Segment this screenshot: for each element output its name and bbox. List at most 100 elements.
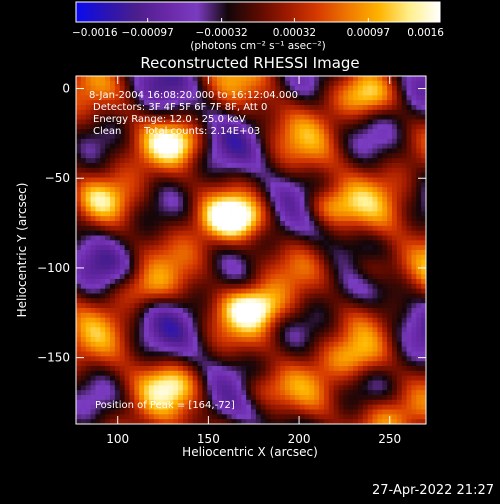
heatmap-cell (304, 187, 309, 192)
heatmap-cell (100, 376, 105, 381)
heatmap-cell (363, 226, 368, 231)
heatmap-cell (309, 192, 314, 197)
heatmap-cell (164, 390, 169, 395)
heatmap-cell (266, 274, 271, 279)
heatmap-cell (270, 361, 275, 366)
heatmap-cell (270, 385, 275, 390)
heatmap-cell (198, 187, 203, 192)
heatmap-cell (363, 294, 368, 299)
heatmap-cell (407, 255, 412, 260)
heatmap-cell (91, 207, 96, 212)
heatmap-cell (392, 366, 397, 371)
heatmap-cell (134, 313, 139, 318)
heatmap-cell (198, 226, 203, 231)
heatmap-cell (407, 356, 412, 361)
heatmap-cell (222, 390, 227, 395)
heatmap-cell (416, 182, 421, 187)
heatmap-cell (154, 294, 159, 299)
heatmap-cell (348, 153, 353, 158)
heatmap-cell (382, 240, 387, 245)
heatmap-cell (329, 279, 334, 284)
heatmap-cell (295, 323, 300, 328)
heatmap-cell (402, 294, 407, 299)
heatmap-cell (290, 352, 295, 357)
heatmap-cell (397, 173, 402, 178)
heatmap-cell (164, 337, 169, 342)
heatmap-cell (154, 381, 159, 386)
heatmap-cell (334, 153, 339, 158)
heatmap-cell (314, 284, 319, 289)
heatmap-cell (339, 376, 344, 381)
heatmap-cell (246, 226, 251, 231)
heatmap-cell (392, 289, 397, 294)
heatmap-cell (207, 308, 212, 313)
heatmap-cell (76, 385, 81, 390)
heatmap-cell (373, 182, 378, 187)
heatmap-cell (105, 221, 110, 226)
heatmap-cell (178, 207, 183, 212)
heatmap-cell (339, 390, 344, 395)
heatmap-cell (207, 187, 212, 192)
heatmap-cell (358, 274, 363, 279)
heatmap-cell (139, 250, 144, 255)
heatmap-cell (193, 323, 198, 328)
heatmap-cell (246, 182, 251, 187)
heatmap-cell (261, 265, 266, 270)
heatmap-cell (164, 158, 169, 163)
heatmap-cell (290, 318, 295, 323)
heatmap-cell (270, 226, 275, 231)
heatmap-cell (319, 95, 324, 100)
heatmap-cell (251, 173, 256, 178)
heatmap-cell (86, 149, 91, 154)
heatmap-cell (178, 240, 183, 245)
heatmap-cell (217, 197, 222, 202)
heatmap-cell (377, 110, 382, 115)
heatmap-cell (246, 376, 251, 381)
heatmap-cell (382, 76, 387, 81)
heatmap-cell (402, 255, 407, 260)
heatmap-cell (198, 366, 203, 371)
heatmap-cell (295, 250, 300, 255)
heatmap-cell (217, 240, 222, 245)
heatmap-cell (324, 95, 329, 100)
heatmap-cell (261, 120, 266, 125)
heatmap-cell (115, 376, 120, 381)
heatmap-cell (382, 134, 387, 139)
heatmap-cell (392, 139, 397, 144)
heatmap-cell (159, 260, 164, 265)
heatmap-cell (110, 327, 115, 332)
heatmap-cell (261, 323, 266, 328)
heatmap-cell (363, 76, 368, 81)
heatmap-cell (358, 308, 363, 313)
heatmap-cell (261, 124, 266, 129)
heatmap-cell (129, 366, 134, 371)
heatmap-cell (173, 216, 178, 221)
heatmap-cell (300, 207, 305, 212)
heatmap-cell (188, 356, 193, 361)
heatmap-cell (212, 323, 217, 328)
heatmap-cell (275, 197, 280, 202)
heatmap-cell (246, 361, 251, 366)
heatmap-cell (411, 260, 416, 265)
heatmap-cell (407, 231, 412, 236)
heatmap-cell (236, 250, 241, 255)
heatmap-cell (173, 76, 178, 81)
heatmap-cell (270, 298, 275, 303)
heatmap-cell (266, 250, 271, 255)
heatmap-cell (144, 337, 149, 342)
heatmap-cell (373, 236, 378, 241)
heatmap-cell (91, 192, 96, 197)
heatmap-cell (159, 342, 164, 347)
heatmap-cell (377, 390, 382, 395)
heatmap-cell (334, 100, 339, 105)
heatmap-cell (198, 284, 203, 289)
heatmap-cell (110, 332, 115, 337)
heatmap-cell (285, 236, 290, 241)
heatmap-cell (95, 139, 100, 144)
heatmap-cell (387, 308, 392, 313)
heatmap-cell (314, 381, 319, 386)
heatmap-cell (129, 81, 134, 86)
heatmap-cell (339, 245, 344, 250)
heatmap-cell (358, 173, 363, 178)
heatmap-cell (411, 250, 416, 255)
